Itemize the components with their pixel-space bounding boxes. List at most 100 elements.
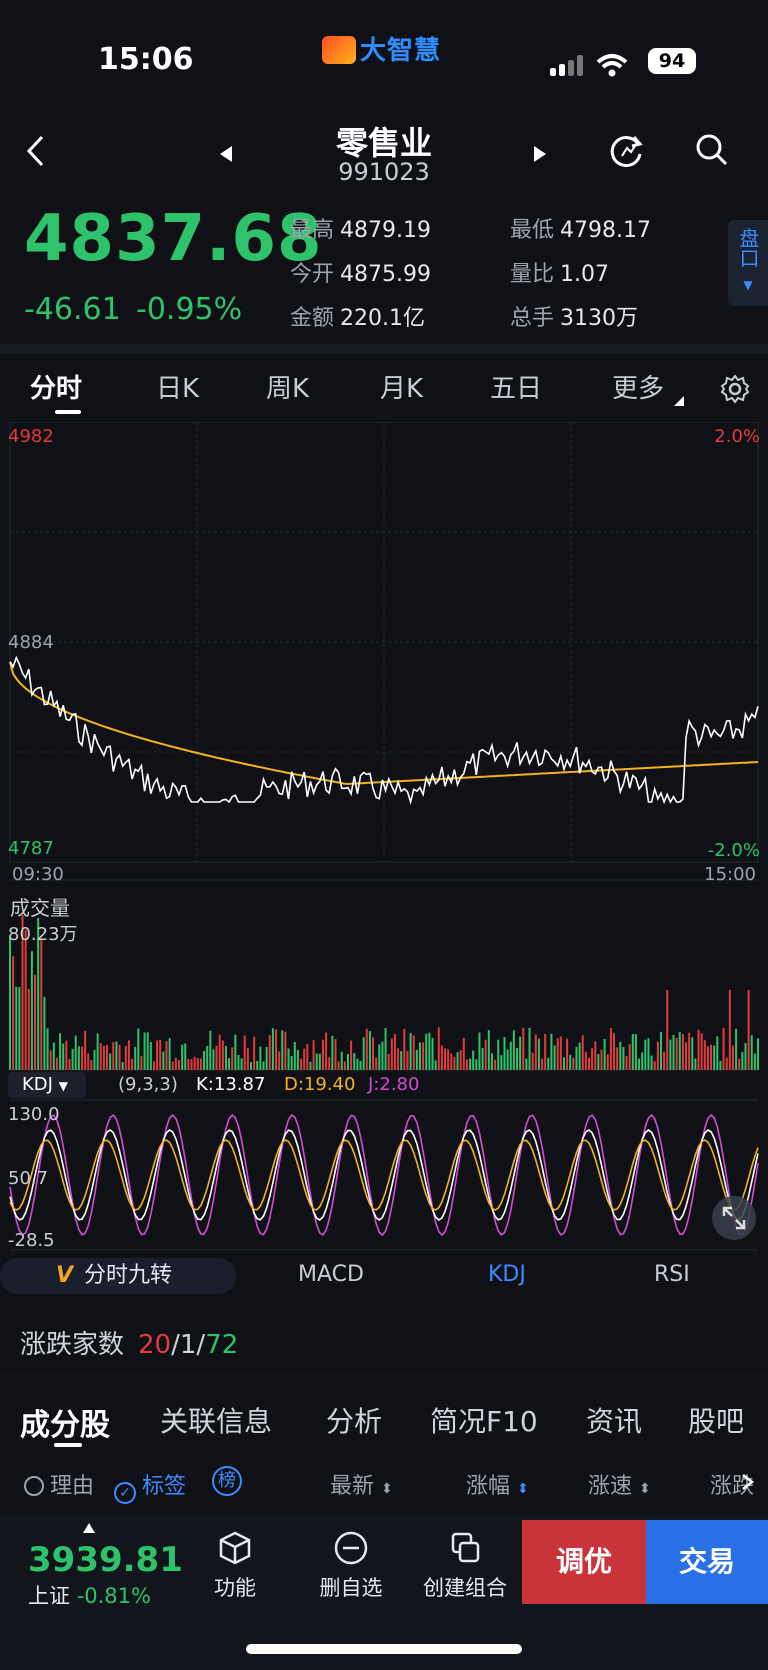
sort-speed[interactable]: 涨速 ⬍	[588, 1474, 651, 1499]
sort-change[interactable]: 涨幅 ⬍	[466, 1474, 529, 1499]
volume-bar	[409, 1032, 412, 1070]
price-axis-bottom: 4787	[8, 838, 54, 859]
tab-f10[interactable]: 简况F10	[430, 1405, 538, 1438]
volume-bar	[685, 1042, 688, 1070]
sort-updown[interactable]: 涨跌	[710, 1474, 755, 1499]
volume-bar	[710, 1044, 713, 1070]
active-tab-indicator	[54, 1443, 82, 1447]
tab-news[interactable]: 资讯	[586, 1405, 643, 1438]
v-icon: V	[56, 1263, 74, 1288]
create-portfolio-button[interactable]: 创建组合	[410, 1530, 520, 1602]
down-count: 72	[205, 1330, 239, 1360]
volume-bar	[228, 1058, 231, 1070]
volume-bar	[77, 1046, 80, 1070]
volume-bar	[609, 1027, 612, 1070]
volume-bar	[603, 1038, 606, 1070]
divider	[0, 1372, 768, 1382]
tiaoyou-button[interactable]: 调优	[522, 1520, 646, 1604]
search-icon[interactable]	[694, 132, 730, 168]
volume-bar	[318, 1053, 321, 1070]
volume-bar	[224, 1045, 227, 1070]
volume-bar	[434, 1060, 437, 1070]
volume-bar	[275, 1029, 278, 1070]
tab-daily[interactable]: 日K	[156, 374, 200, 404]
volume-bar	[519, 1036, 522, 1070]
tab-forum[interactable]: 股吧	[688, 1405, 745, 1438]
refresh-icon[interactable]	[608, 132, 646, 170]
volume-bar	[581, 1035, 584, 1070]
tab-rsi[interactable]: RSI	[654, 1262, 690, 1287]
volume-bar	[372, 1037, 375, 1070]
volume-bar	[418, 1042, 421, 1070]
volume-bar	[37, 917, 40, 1070]
volume-bar	[469, 1058, 472, 1070]
settings-gear-icon[interactable]	[720, 374, 750, 404]
volume-bar	[384, 1028, 387, 1070]
volume-bar	[666, 990, 669, 1070]
tab-related[interactable]: 关联信息	[160, 1405, 273, 1438]
volume-bar	[634, 1034, 637, 1070]
volume-bar	[171, 1061, 174, 1070]
filter-reason[interactable]: 理由	[24, 1468, 94, 1500]
pankou-button[interactable]: 盘口 ▼	[728, 220, 768, 306]
volume-bar	[300, 1058, 303, 1070]
prev-stock-icon[interactable]	[218, 144, 234, 164]
back-icon[interactable]	[24, 134, 46, 168]
next-stock-icon[interactable]	[532, 144, 548, 164]
volume-bar	[672, 1034, 675, 1070]
filter-tag[interactable]: ✓ 标签	[114, 1468, 186, 1504]
volume-bar	[262, 1061, 265, 1070]
volume-bar	[663, 1051, 666, 1070]
volume-bar	[249, 1061, 252, 1070]
home-indicator[interactable]	[246, 1644, 522, 1654]
app-logo: 大智慧	[322, 30, 441, 67]
jiuzhuan-tab[interactable]: V 分时九转	[0, 1258, 236, 1294]
volume-bar	[425, 1033, 428, 1070]
index-value[interactable]: 3939.81	[28, 1540, 183, 1580]
scroll-right-icon[interactable]	[740, 1472, 756, 1492]
volume-bar	[641, 1052, 644, 1070]
price-line	[9, 655, 759, 806]
volume-bar	[165, 1041, 168, 1070]
volume-bar	[691, 1037, 694, 1070]
tab-analysis[interactable]: 分析	[326, 1405, 383, 1438]
tab-kdj[interactable]: KDJ	[488, 1262, 526, 1287]
tab-more[interactable]: 更多	[612, 374, 665, 404]
kdj-k-value: K:13.87	[196, 1074, 266, 1095]
volume-bar	[184, 1043, 187, 1070]
volume-bar	[547, 1057, 550, 1070]
volume-bar	[206, 1045, 209, 1070]
tab-macd[interactable]: MACD	[298, 1262, 364, 1287]
time-start: 09:30	[12, 864, 64, 885]
volume-bar	[390, 1038, 393, 1070]
delete-favorite-button[interactable]: 删自选	[296, 1530, 406, 1602]
volume-label: 成交量	[10, 896, 70, 920]
volume-bar	[512, 1030, 515, 1070]
tab-monthly[interactable]: 月K	[380, 374, 424, 404]
volume-bar	[506, 1049, 509, 1070]
volume-bar	[246, 1048, 249, 1070]
volume-bar	[738, 1058, 741, 1070]
trade-button[interactable]: 交易	[646, 1520, 768, 1604]
intraday-chart[interactable]	[0, 422, 768, 1262]
volume-bar	[503, 1037, 506, 1070]
pct-axis-top: 2.0%	[714, 426, 760, 447]
volume-bar	[334, 1039, 337, 1070]
volume-bar	[46, 1028, 49, 1070]
tab-constituents[interactable]: 成分股	[20, 1408, 110, 1443]
volume-bar	[631, 1033, 634, 1070]
volume-bar	[181, 1044, 184, 1070]
volume-bar	[315, 1053, 318, 1070]
volume-bar	[325, 1032, 328, 1070]
kdj-selector[interactable]: KDJ ▼	[8, 1072, 86, 1098]
rank-badge[interactable]: 榜	[212, 1466, 242, 1496]
func-button[interactable]: 功能	[180, 1530, 290, 1602]
tab-weekly[interactable]: 周K	[266, 374, 310, 404]
volume-bar	[575, 1046, 578, 1070]
fullscreen-button[interactable]	[712, 1196, 756, 1240]
tab-intraday[interactable]: 分时	[30, 374, 83, 404]
index-info[interactable]: 上证 -0.81%	[28, 1584, 151, 1608]
volume-bar	[678, 1032, 681, 1070]
sort-latest[interactable]: 最新 ⬍	[330, 1474, 393, 1499]
tab-five-day[interactable]: 五日	[490, 374, 543, 404]
